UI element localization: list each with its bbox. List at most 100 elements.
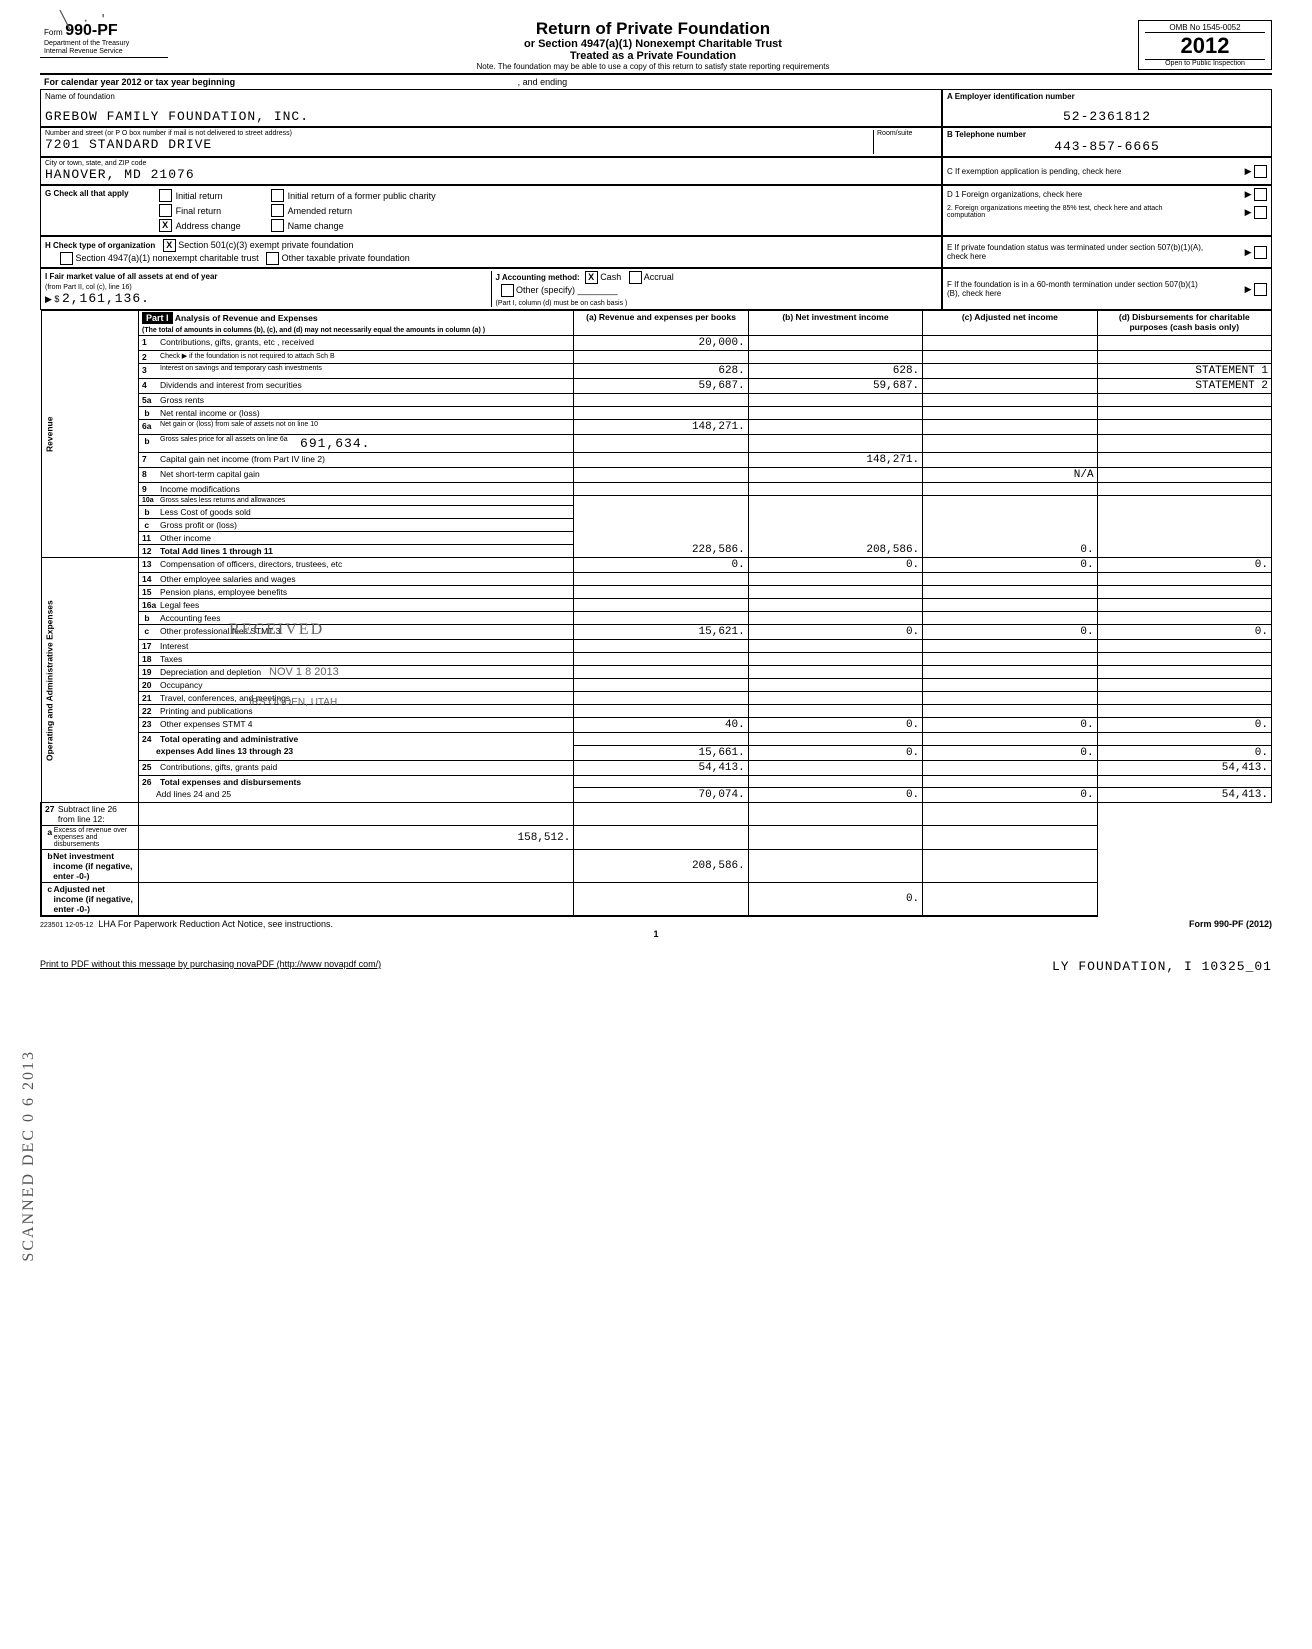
i-sub: (from Part II, col (c), line 16) (45, 284, 132, 291)
h2-checkbox[interactable] (60, 252, 73, 265)
line-16b-text: Accounting fees (160, 613, 220, 623)
g-address: Address change (176, 221, 241, 231)
c-checkbox[interactable] (1254, 165, 1267, 178)
line-9: 9Income modifications (41, 483, 1272, 496)
j-cash-checkbox[interactable]: X (585, 271, 598, 284)
j-accrual-checkbox[interactable] (629, 271, 642, 284)
line-27c-text: Adjusted net income (if negative, enter … (54, 884, 135, 914)
e-label: E If private foundation status was termi… (947, 243, 1207, 261)
street-address: 7201 STANDARD DRIVE (45, 137, 873, 152)
line-16c-a: 15,621. (574, 625, 748, 640)
line-26b-d: 54,413. (1097, 788, 1271, 803)
line-24b-d: 0. (1097, 745, 1271, 760)
line-9-text: Income modifications (160, 484, 240, 494)
part1-sub: (The total of amounts in columns (b), (c… (142, 327, 485, 334)
and-ending: , and ending (518, 77, 568, 87)
line-4: 4Dividends and interest from securities5… (41, 379, 1272, 394)
d2-checkbox[interactable] (1254, 206, 1267, 219)
h3-checkbox[interactable] (266, 252, 279, 265)
h1-text: Section 501(c)(3) exempt private foundat… (178, 240, 353, 250)
line-25-a: 54,413. (574, 760, 748, 775)
col-b-header: (b) Net investment income (748, 311, 922, 336)
scanned-stamp: SCANNED DEC 0 6 2013 (20, 1050, 38, 1262)
line-27a-a: 158,512. (139, 826, 574, 850)
lha-notice: LHA For Paperwork Reduction Act Notice, … (98, 919, 333, 929)
line-26b-b: 0. (748, 788, 922, 803)
line-10b-text: Less Cost of goods sold (160, 507, 251, 517)
line-27a-text: Excess of revenue over expenses and disb… (54, 827, 135, 848)
d1-checkbox[interactable] (1254, 188, 1267, 201)
g-namechg: Name change (288, 221, 344, 231)
line-17: 17Interest (41, 640, 1272, 653)
g-former: Initial return of a former public charit… (288, 191, 436, 201)
c-cell: C If exemption application is pending, c… (942, 157, 1272, 185)
dept-line-1: Department of the Treasury (44, 40, 164, 48)
col-a-header: (a) Revenue and expenses per books (574, 311, 748, 336)
phone-cell: B Telephone number 443-857-6665 (942, 127, 1272, 157)
h1-checkbox[interactable]: X (163, 239, 176, 252)
line-16a-text: Legal fees (160, 600, 199, 610)
line-6b-text: Gross sales price for all assets on line… (160, 436, 300, 451)
g-address-checkbox[interactable]: X (159, 219, 172, 232)
line-7: 7Capital gain net income (from Part IV l… (41, 453, 1272, 468)
f-checkbox[interactable] (1254, 283, 1267, 296)
j-accrual: Accrual (644, 272, 674, 282)
line-23-a: 40. (574, 718, 748, 733)
part1-title: Analysis of Revenue and Expenses (175, 313, 318, 323)
line-26b-text: Add lines 24 and 25 (142, 789, 570, 799)
j-other-checkbox[interactable] (501, 284, 514, 297)
line-10a-text: Gross sales less returns and allowances (160, 497, 285, 504)
j-note: (Part I, column (d) must be on cash basi… (496, 300, 628, 307)
line-16c: cOther professional fees STMT 3 RECEIVED… (41, 625, 1272, 640)
line-2-text: Check ▶ if the foundation is not require… (160, 352, 335, 362)
line-12-c: 0. (923, 496, 1097, 558)
line-20-text: Occupancy (160, 680, 203, 690)
g-namechg-checkbox[interactable] (271, 219, 284, 232)
j-other: Other (specify) (516, 285, 575, 295)
line-18-text: Taxes (160, 654, 182, 664)
line-16c-b: 0. (748, 625, 922, 640)
line-16b: bAccounting fees (41, 612, 1272, 625)
year-box: OMB No 1545-0052 2012 Open to Public Ins… (1138, 20, 1272, 70)
line-22: 22Printing and publications IRS OGDEN, U… (41, 705, 1272, 718)
foot-right: LY FOUNDATION, I 10325_01 (1052, 959, 1272, 974)
line-21: 21Travel, conferences, and meetings (41, 692, 1272, 705)
dollar-arrow: ▶ $ (45, 294, 59, 304)
line-12-a: 228,586. (574, 496, 748, 558)
pdf-footer: Print to PDF without this message by pur… (40, 959, 1272, 974)
line-5b: bNet rental income or (loss) (41, 407, 1272, 420)
g-initial-checkbox[interactable] (159, 189, 172, 202)
pdf-note: Print to PDF without this message by pur… (40, 959, 381, 974)
g-final-checkbox[interactable] (159, 204, 172, 217)
line-13-a: 0. (574, 558, 748, 573)
line-23-c: 0. (923, 718, 1097, 733)
part1-table: Revenue Part I Analysis of Revenue and E… (40, 310, 1272, 917)
line-26b-c: 0. (923, 788, 1097, 803)
line-16c-d: 0. (1097, 625, 1271, 640)
form-footer: Form 990-PF (2012) (1189, 919, 1272, 929)
line-7-text: Capital gain net income (from Part IV li… (160, 454, 325, 464)
line-18: 18Taxes (41, 653, 1272, 666)
line-26-text: Total expenses and disbursements (160, 777, 301, 787)
line-25: 25Contributions, gifts, grants paid54,41… (41, 760, 1272, 775)
subtitle-2: Treated as a Private Foundation (178, 50, 1128, 62)
ij-cell: I Fair market value of all assets at end… (40, 268, 942, 310)
line-24b-b: 0. (748, 745, 922, 760)
h-label: H Check type of organization (45, 241, 155, 250)
line-10-12: 10aGross sales less returns and allowanc… (41, 496, 1272, 558)
g-amended-checkbox[interactable] (271, 204, 284, 217)
g-final: Final return (176, 206, 222, 216)
e-cell: E If private foundation status was termi… (942, 236, 1272, 268)
line-19: 19Depreciation and depletion NOV 1 8 201… (41, 666, 1272, 679)
line-16a: 16aLegal fees (41, 599, 1272, 612)
line-20: 20Occupancy (41, 679, 1272, 692)
line-15-text: Pension plans, employee benefits (160, 587, 287, 597)
j-cash: Cash (600, 272, 621, 282)
f-label: F If the foundation is in a 60-month ter… (947, 280, 1207, 298)
cal-year-text: For calendar year 2012 or tax year begin… (44, 77, 235, 87)
city-cell: City or town, state, and ZIP code HANOVE… (40, 157, 942, 185)
line-4-text: Dividends and interest from securities (160, 380, 302, 390)
e-checkbox[interactable] (1254, 246, 1267, 259)
g-former-checkbox[interactable] (271, 189, 284, 202)
subtitle-1: or Section 4947(a)(1) Nonexempt Charitab… (178, 38, 1128, 50)
